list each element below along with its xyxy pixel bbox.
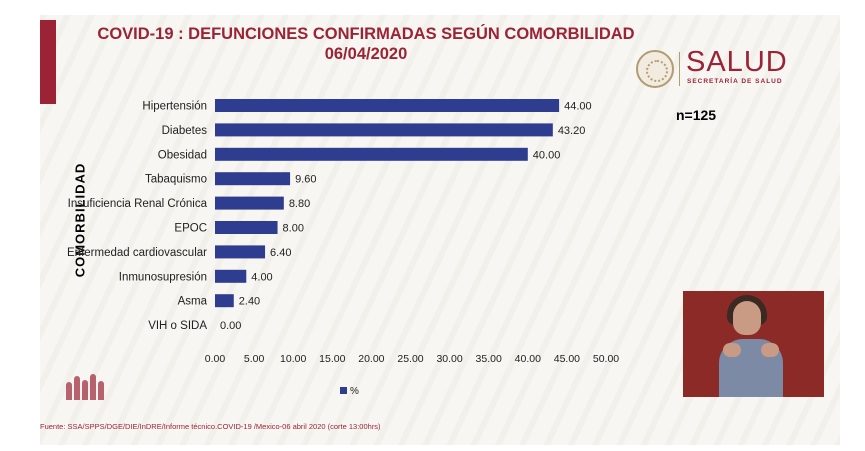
- sample-size-label: n=125: [676, 107, 717, 123]
- bar: [215, 221, 278, 234]
- x-tick-label: 40.00: [515, 353, 541, 365]
- x-tick-label: 30.00: [436, 353, 462, 365]
- bar: [215, 147, 528, 161]
- x-tick-label: 25.00: [397, 353, 423, 365]
- bar: [215, 172, 291, 186]
- historical-figures-emblem: [64, 372, 110, 400]
- legend-label: %: [350, 386, 359, 397]
- x-tick-label: 35.00: [476, 353, 502, 365]
- title-line-2: 06/04/2020: [324, 45, 408, 63]
- category-label: Diabetes: [162, 125, 208, 137]
- legend-swatch: [340, 387, 347, 394]
- x-tick-label: 50.00: [593, 353, 619, 365]
- x-tick-label: 15.00: [319, 353, 345, 365]
- category-label: Asma: [178, 296, 208, 308]
- data-label: 2.40: [239, 296, 260, 308]
- x-tick-label: 45.00: [554, 353, 580, 365]
- data-label: 0.00: [220, 320, 241, 332]
- bar: [215, 294, 234, 308]
- national-seal-icon: [636, 50, 674, 88]
- category-label: Obesidad: [158, 149, 207, 161]
- data-label: 44.00: [564, 101, 592, 113]
- data-label: 6.40: [270, 247, 291, 259]
- logo-subtitle: SECRETARÍA DE SALUD: [687, 78, 783, 85]
- bar: [215, 196, 284, 210]
- data-label: 43.20: [558, 125, 586, 137]
- data-label: 9.60: [295, 174, 316, 186]
- salud-logo: SALUD SECRETARÍA DE SALUD: [636, 46, 806, 92]
- x-tick-label: 20.00: [358, 353, 384, 365]
- chart-title: COVID-19 : DEFUNCIONES CONFIRMADAS SEGÚN…: [60, 24, 672, 64]
- category-label: Insuficiencia Renal Crónica: [68, 198, 208, 210]
- data-label: 40.00: [533, 149, 561, 161]
- interpreter-hand-right: [761, 343, 779, 357]
- data-label: 4.00: [251, 271, 272, 283]
- interpreter-hand-left: [723, 343, 741, 357]
- category-label: VIH o SIDA: [148, 320, 207, 332]
- category-label: Hipertensión: [142, 101, 207, 113]
- source-note: Fuente: SSA/SPPS/DGE/DIE/InDRE/Informe t…: [40, 422, 381, 431]
- x-tick-label: 10.00: [280, 353, 306, 365]
- bar: [215, 245, 266, 259]
- logo-divider: [679, 52, 680, 86]
- interpreter-face: [733, 301, 761, 335]
- bar: [215, 99, 560, 112]
- category-label: Inmunosupresión: [119, 271, 207, 283]
- bar: [215, 123, 553, 137]
- bar: [215, 269, 247, 283]
- category-label: Tabaquismo: [145, 174, 207, 186]
- accent-bar: [40, 20, 56, 104]
- x-tick-label: 0.00: [205, 353, 226, 365]
- sign-language-interpreter-video: [683, 291, 824, 397]
- x-tick-label: 5.00: [244, 353, 265, 365]
- logo-word: SALUD: [686, 46, 788, 78]
- data-label: 8.00: [283, 223, 304, 235]
- category-label: Enfermedad cardiovascular: [67, 247, 207, 259]
- category-label: EPOC: [174, 223, 207, 235]
- title-line-1: COVID-19 : DEFUNCIONES CONFIRMADAS SEGÚN…: [97, 25, 635, 43]
- data-label: 8.80: [289, 198, 310, 210]
